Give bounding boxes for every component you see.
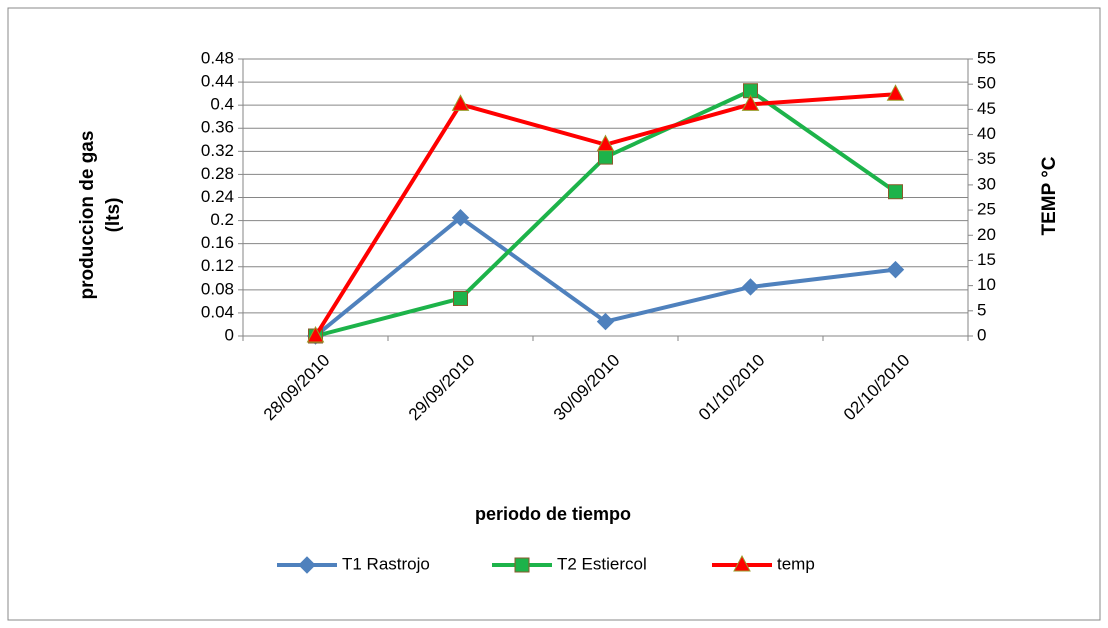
data-point (598, 149, 613, 165)
y-tick-label: 0.44 (201, 72, 234, 91)
chart-frame (7, 7, 1101, 621)
y2-tick-label: 40 (977, 124, 996, 143)
data-point (886, 84, 905, 101)
data-point (888, 184, 903, 200)
y-tick-label: 0.08 (201, 279, 234, 298)
y-axis-title: produccion de gas (lts) (77, 130, 124, 300)
data-point (453, 290, 468, 306)
y2-tick-label: 50 (977, 74, 996, 93)
y2-axis-title: TEMP °C (1039, 156, 1060, 235)
y-tick-label: 0.12 (201, 256, 234, 275)
y-tick-label: 0.2 (210, 210, 234, 229)
y2-tick-label: 25 (977, 200, 996, 219)
legend-label: temp (777, 554, 815, 573)
y-tick-label: 0.32 (201, 141, 234, 160)
y-tick-label: 0.04 (201, 302, 234, 321)
data-point (741, 94, 760, 111)
y-tick-label: 0.48 (201, 48, 234, 67)
y2-tick-label: 10 (977, 275, 996, 294)
data-point (886, 260, 905, 279)
y2-tick-label: 5 (977, 300, 986, 319)
data-point (306, 325, 325, 343)
y2-tick-label: 15 (977, 250, 996, 269)
x-axis-title: periodo de tiempo (475, 504, 631, 524)
y2-tick-label: 35 (977, 149, 996, 168)
legend-label: T2 Estiercol (557, 554, 647, 573)
data-point (741, 278, 760, 296)
y-tick-label: 0.28 (201, 164, 234, 183)
y-tick-label: 0.4 (210, 95, 234, 114)
legend-marker (733, 554, 751, 572)
y-tick-label: 0.16 (201, 233, 234, 252)
y2-tick-label: 0 (977, 325, 986, 344)
data-point (596, 134, 615, 152)
legend-label: T1 Rastrojo (342, 554, 430, 573)
data-point (451, 94, 470, 111)
y-tick-label: 0.24 (201, 187, 234, 206)
y2-tick-label: 20 (977, 225, 996, 244)
data-point (451, 208, 470, 227)
y2-tick-label: 45 (977, 99, 996, 118)
y-tick-label: 0 (225, 325, 234, 344)
y2-tick-label: 55 (977, 48, 996, 67)
legend-marker (298, 556, 316, 574)
y-tick-label: 0.36 (201, 118, 234, 137)
legend-marker (514, 557, 530, 573)
y2-tick-label: 30 (977, 174, 996, 193)
data-point (596, 312, 615, 331)
